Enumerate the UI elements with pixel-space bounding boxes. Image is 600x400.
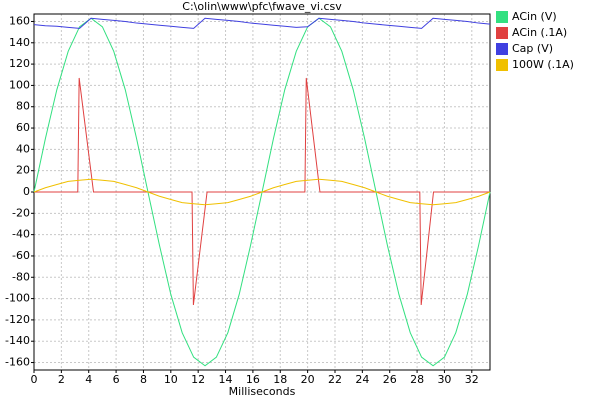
y-tick-label: -80	[12, 270, 30, 283]
x-tick-label: 18	[273, 373, 287, 386]
x-tick-label: 4	[85, 373, 92, 386]
legend-label: ACin (.1A)	[512, 26, 567, 39]
x-tick-label: 20	[301, 373, 315, 386]
series-line	[33, 17, 491, 29]
legend-swatch	[496, 11, 508, 23]
x-tick-label: 6	[113, 373, 120, 386]
y-tick-label: -140	[5, 334, 30, 347]
x-tick-label: 12	[191, 373, 205, 386]
x-tick-label: 16	[246, 373, 260, 386]
y-tick-label: 100	[9, 78, 30, 91]
x-tick-label: 0	[31, 373, 38, 386]
x-tick-label: 14	[219, 373, 233, 386]
x-tick-label: 10	[164, 373, 178, 386]
y-tick-label: 160	[9, 14, 30, 27]
legend-swatch	[496, 59, 508, 71]
series-line	[34, 77, 490, 306]
x-tick-label: 26	[383, 373, 397, 386]
y-tick-label: 40	[16, 142, 30, 155]
y-tick-label: -160	[5, 356, 30, 369]
x-tick-label: 2	[58, 373, 65, 386]
series-line	[33, 178, 491, 206]
legend-label: 100W (.1A)	[512, 58, 574, 71]
y-tick-label: -120	[5, 313, 30, 326]
x-axis-label: Milliseconds	[229, 385, 296, 398]
y-tick-label: 140	[9, 36, 30, 49]
x-tick-label: 8	[140, 373, 147, 386]
x-tick-label: 30	[437, 373, 451, 386]
legend-swatch	[496, 27, 508, 39]
legend-swatch	[496, 43, 508, 55]
y-tick-label: 0	[23, 185, 30, 198]
legend-label: ACin (V)	[512, 10, 557, 23]
y-tick-label: -100	[5, 292, 30, 305]
y-tick-label: -40	[12, 228, 30, 241]
x-tick-label: 32	[465, 373, 479, 386]
y-tick-label: 20	[16, 164, 30, 177]
y-tick-label: -60	[12, 249, 30, 262]
x-tick-label: 24	[355, 373, 369, 386]
y-tick-label: 80	[16, 100, 30, 113]
y-tick-label: 120	[9, 57, 30, 70]
x-tick-label: 22	[328, 373, 342, 386]
y-tick-label: -20	[12, 206, 30, 219]
x-tick-label: 28	[410, 373, 424, 386]
legend-label: Cap (V)	[512, 42, 553, 55]
chart-title: C:\olin\www\pfc\fwave_vi.csv	[182, 0, 342, 13]
y-tick-label: 60	[16, 121, 30, 134]
